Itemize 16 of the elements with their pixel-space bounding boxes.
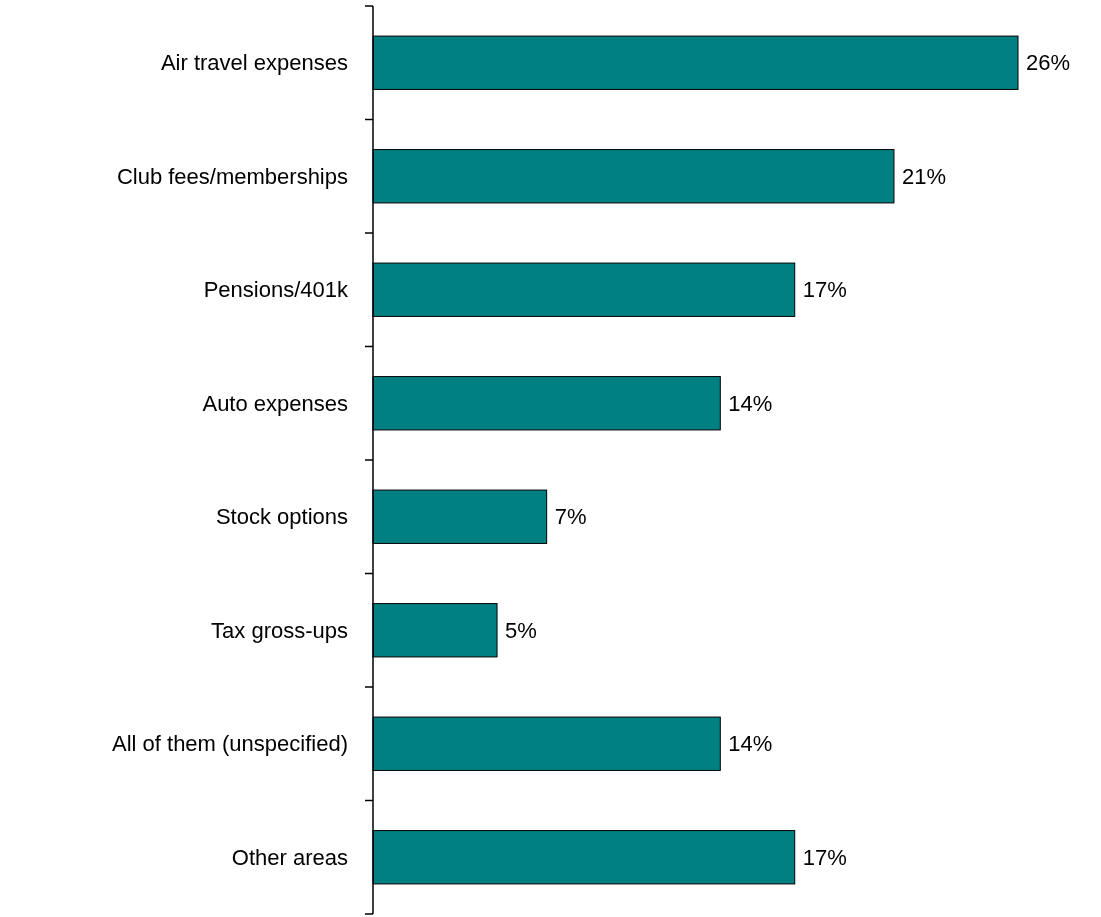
y-tick-label: All of them (unspecified) bbox=[112, 731, 348, 757]
data-label: 17% bbox=[802, 277, 847, 303]
data-label: 5% bbox=[505, 617, 537, 643]
y-tick-label: Other areas bbox=[231, 844, 348, 870]
y-tick-label: Auto expenses bbox=[202, 390, 348, 416]
data-label: 7% bbox=[554, 504, 587, 530]
y-tick-label: Club fees/memberships bbox=[116, 163, 348, 189]
data-label: 21% bbox=[901, 163, 947, 189]
data-label: 17% bbox=[802, 844, 847, 870]
y-tick-label: Stock options bbox=[215, 504, 348, 530]
y-tick-label: Pensions/401k bbox=[203, 277, 349, 303]
y-tick-label: Air travel expenses bbox=[160, 50, 348, 76]
data-label: 14% bbox=[728, 390, 773, 416]
data-label: 26% bbox=[1026, 50, 1071, 76]
y-tick-label: Tax gross-ups bbox=[211, 617, 348, 643]
data-label: 14% bbox=[728, 731, 773, 757]
